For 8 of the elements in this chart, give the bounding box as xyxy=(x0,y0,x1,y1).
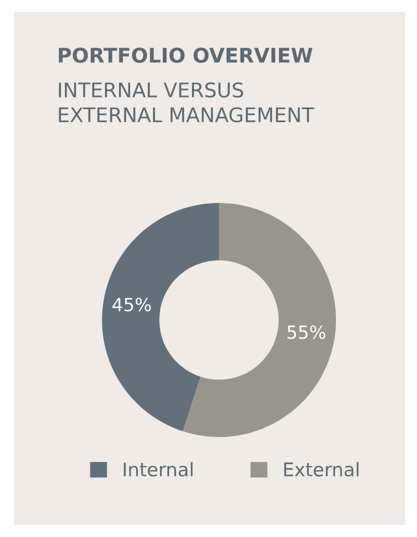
data-label: 45% xyxy=(112,298,151,312)
data-label: 55% xyxy=(288,325,326,340)
chart-subtitle: INTERNAL VERSUS EXTERNAL MANAGEMENT xyxy=(58,82,314,122)
donut-slice xyxy=(182,203,336,437)
legend-label: Internal xyxy=(124,462,193,476)
chart-title: PORTFOLIO OVERVIEW xyxy=(58,48,312,63)
donut-slice xyxy=(102,203,219,432)
legend-label: External xyxy=(284,462,358,476)
